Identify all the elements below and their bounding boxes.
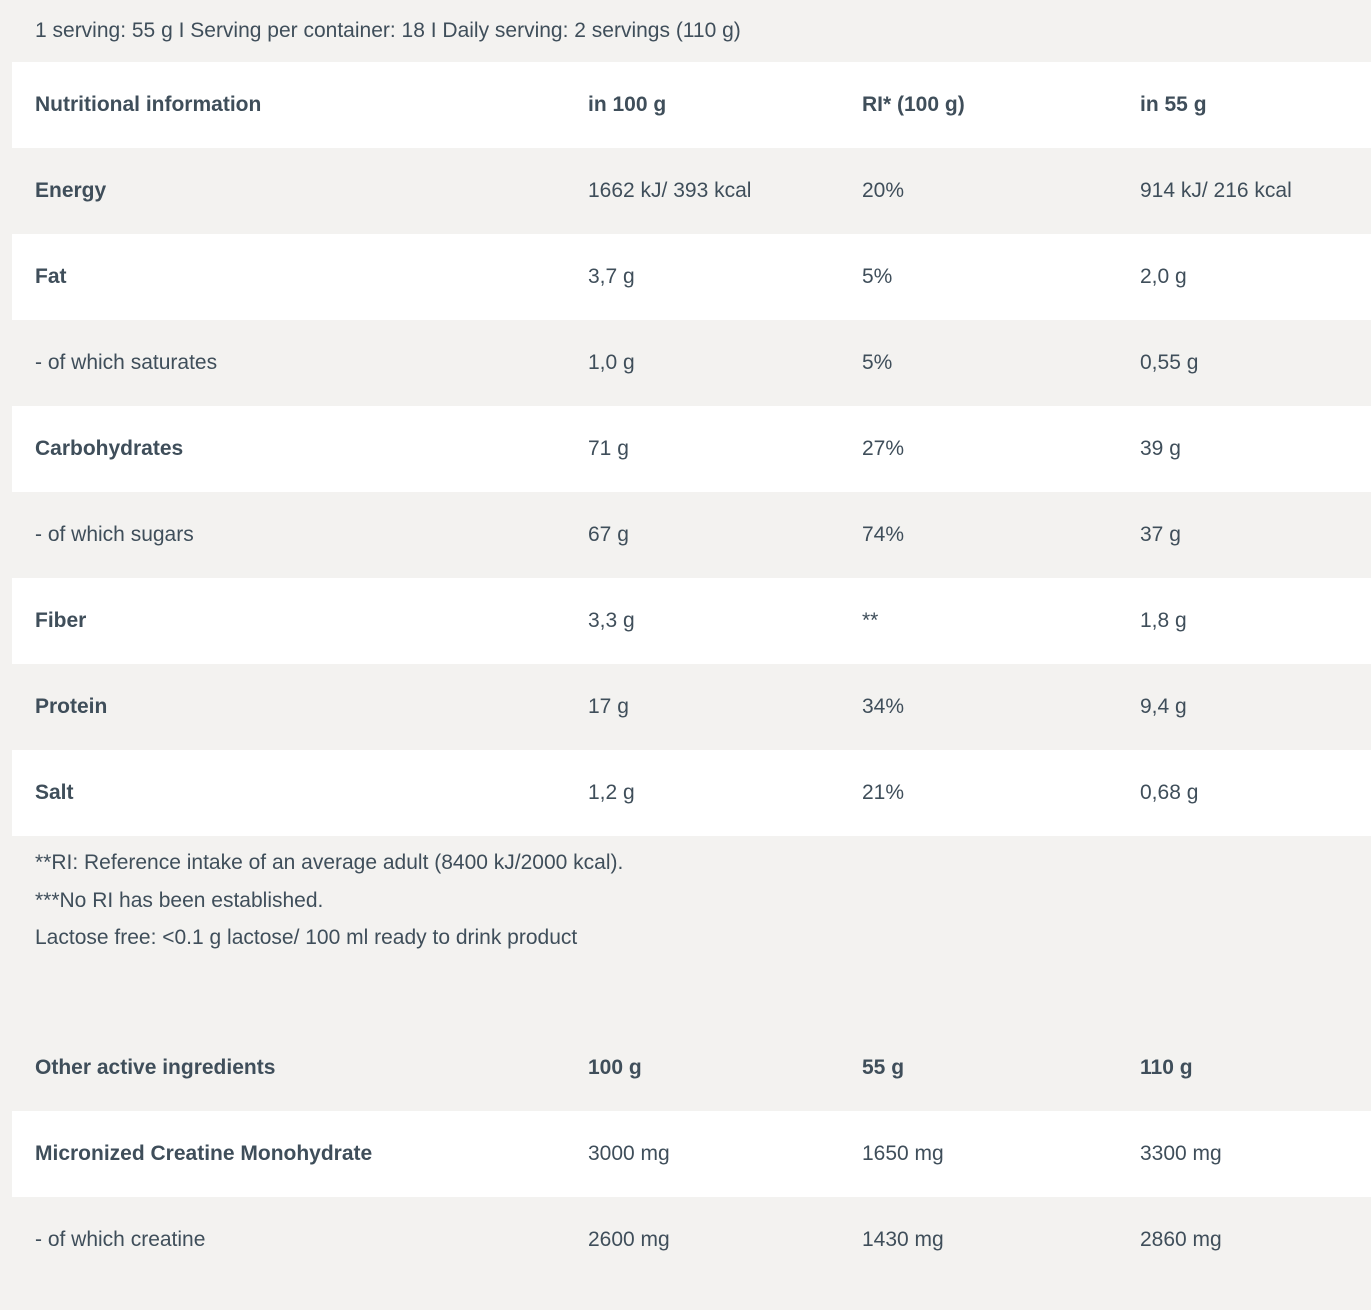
row-label: Protein	[35, 695, 108, 718]
row-value-ri: 27%	[862, 437, 905, 460]
row-value-per_55g: 1430 mg	[862, 1227, 944, 1251]
row-value-per_55g: 914 kJ/ 216 kcal	[1140, 179, 1292, 202]
column-header-100g: 100 g	[588, 1055, 642, 1079]
nutrition-table-row: Fat 3,7 g 5% 2,0 g	[12, 234, 1371, 320]
row-value-ri: 5%	[862, 351, 893, 374]
column-header-ri-100g: RI* (100 g)	[862, 93, 965, 116]
row-value-ri: 74%	[862, 523, 905, 546]
footnote-no-ri: ***No RI has been established.	[35, 888, 324, 912]
ingredients-table-row: - of which creatine 2600 mg 1430 mg 2860 mg	[12, 1197, 1371, 1283]
nutrition-table-row: Carbohydrates 71 g 27% 39 g	[12, 406, 1371, 492]
column-header-in-55g: in 55 g	[1140, 93, 1207, 116]
row-label: - of which creatine	[35, 1227, 206, 1251]
nutrition-table-row: - of which sugars 67 g 74% 37 g	[12, 492, 1371, 578]
row-value-per_110g: 3300 mg	[1140, 1141, 1222, 1165]
row-value-per_55g: 9,4 g	[1140, 695, 1187, 718]
row-value-per_100g: 3,7 g	[588, 265, 635, 288]
row-label: Energy	[35, 179, 107, 202]
row-value-per_100g: 3000 mg	[588, 1141, 670, 1165]
row-label: Salt	[35, 781, 74, 804]
nutrition-table-row: Fiber 3,3 g ** 1,8 g	[12, 578, 1371, 664]
row-value-ri: 5%	[862, 265, 893, 288]
row-value-per_55g: 1,8 g	[1140, 609, 1187, 632]
column-header-in-100g: in 100 g	[588, 93, 667, 116]
row-value-per_100g: 67 g	[588, 523, 629, 546]
row-value-ri: **	[862, 609, 879, 632]
row-label: - of which saturates	[35, 351, 218, 374]
ingredients-table-header-row: Other active ingredients 100 g 55 g 110 …	[12, 1025, 1371, 1111]
nutrition-table-row: - of which saturates 1,0 g 5% 0,55 g	[12, 320, 1371, 406]
column-header-55g: 55 g	[862, 1055, 905, 1079]
row-value-per_55g: 0,55 g	[1140, 351, 1199, 374]
column-header-nutritional-information: Nutritional information	[35, 93, 262, 116]
row-label: Carbohydrates	[35, 437, 184, 460]
ingredients-table-row: Micronized Creatine Monohydrate 3000 mg 16…	[12, 1110, 1371, 1197]
serving-info-line: 1 serving: 55 g I Serving per container:…	[35, 19, 741, 42]
row-value-ri: 21%	[862, 781, 905, 804]
footnote-ri-reference: **RI: Reference intake of an average adu…	[35, 851, 624, 874]
row-value-per_100g: 2600 mg	[588, 1227, 670, 1251]
row-value-ri: 34%	[862, 695, 905, 718]
active-ingredients-table: Other active ingredients 100 g 55 g 110 …	[12, 1025, 1371, 1283]
column-header-110g: 110 g	[1140, 1055, 1193, 1079]
footnotes: **RI: Reference intake of an average adu…	[35, 844, 1371, 957]
row-value-per_100g: 3,3 g	[588, 609, 635, 632]
nutrition-table-row: Salt 1,2 g 21% 0,68 g	[12, 750, 1371, 836]
row-value-per_100g: 17 g	[588, 695, 629, 718]
nutrition-table-row: Protein 17 g 34% 9,4 g	[12, 664, 1371, 750]
row-value-per_100g: 71 g	[588, 437, 629, 460]
row-value-per_100g: 1,2 g	[588, 781, 635, 804]
row-value-per_55g: 39 g	[1140, 437, 1181, 460]
nutrition-table-header-row: Nutritional information in 100 g RI* (10…	[12, 62, 1371, 148]
nutrition-table-row: Energy 1662 kJ/ 393 kcal 20% 914 kJ/ 216 kc…	[12, 148, 1371, 234]
row-value-per_55g: 1650 mg	[862, 1141, 944, 1165]
row-value-ri: 20%	[862, 179, 905, 202]
row-value-per_100g: 1662 kJ/ 393 kcal	[588, 179, 752, 202]
column-header-other-active-ingredients: Other active ingredients	[35, 1055, 276, 1079]
row-value-per_55g: 37 g	[1140, 523, 1181, 546]
row-label: Micronized Creatine Monohydrate	[35, 1141, 373, 1165]
row-label: - of which sugars	[35, 523, 194, 546]
nutrition-table: Nutritional information in 100 g RI* (10…	[12, 62, 1371, 836]
footnote-lactose-free: Lactose free: <0.1 g lactose/ 100 ml rea…	[35, 926, 578, 949]
row-value-per_55g: 2,0 g	[1140, 265, 1187, 288]
row-value-per_55g: 0,68 g	[1140, 781, 1199, 804]
row-value-per_100g: 1,0 g	[588, 351, 635, 374]
row-label: Fat	[35, 265, 67, 288]
row-label: Fiber	[35, 609, 87, 632]
row-value-per_110g: 2860 mg	[1140, 1227, 1222, 1251]
